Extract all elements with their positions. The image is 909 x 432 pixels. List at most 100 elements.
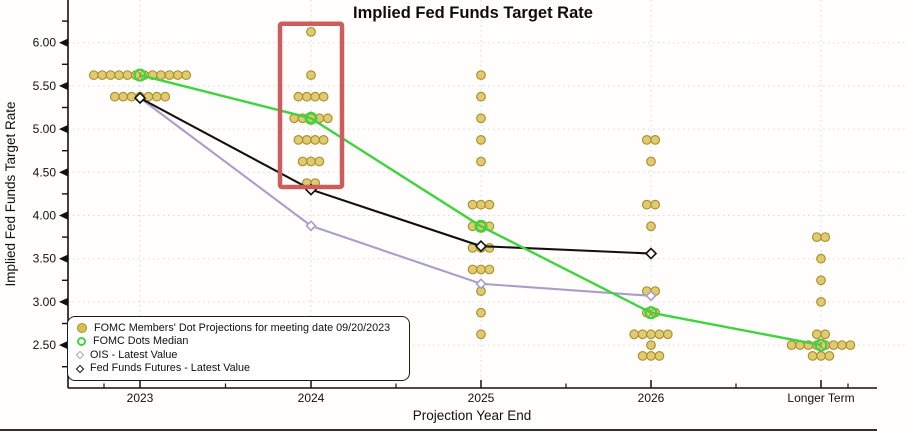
fomc-dot [181, 70, 192, 80]
fomc-dot [646, 340, 656, 351]
y-tick-arrow [59, 340, 68, 350]
legend-item-ois: OIS - Latest Value [75, 349, 400, 361]
fomc-dot [816, 253, 826, 264]
y-tick-arrow [59, 168, 68, 177]
fomc-dot [641, 199, 652, 210]
fomc-dot [811, 232, 822, 243]
fomc-dot [646, 329, 656, 340]
fomc-dot [476, 199, 486, 210]
fomc-dot [306, 70, 316, 80]
fomc-dot-marker-icon [77, 323, 87, 334]
fomc-dot [318, 91, 329, 102]
fomc-dot [820, 329, 831, 340]
futures-diamond-marker [474, 240, 488, 253]
fomc-dot [650, 134, 661, 145]
fomc-dot [484, 199, 495, 210]
fomc-dot [654, 329, 665, 340]
median-ring-marker [814, 338, 828, 352]
fomc-dot [310, 91, 321, 102]
legend-label: FOMC Members' Dot Projections for meetin… [94, 322, 391, 334]
fomc-dot [476, 70, 486, 80]
futures-diamond-marker [644, 247, 658, 260]
series-line-median [139, 73, 822, 347]
fomc-dot [126, 91, 137, 102]
x-tick-label: 2025 [468, 391, 495, 405]
fomc-dot [318, 134, 329, 145]
x-tick-label: 2024 [298, 391, 325, 405]
y-tick-label: 5.50 [33, 79, 57, 93]
fomc-dot [484, 242, 495, 253]
fomc-dot [476, 113, 486, 124]
y-tick-arrow [59, 211, 68, 220]
y-tick-label: 4.50 [33, 165, 57, 179]
fomc-dot [467, 264, 478, 275]
ois-diamond-marker [645, 290, 657, 302]
fomc-dot [109, 91, 120, 102]
legend: FOMC Members' Dot Projections for meetin… [67, 316, 410, 381]
y-axis-label: Implied Fed Funds Target Rate [3, 101, 18, 286]
highlight-rectangle-2024 [277, 21, 345, 190]
x-tick-label: 2023 [127, 391, 154, 405]
fomc-dot [293, 91, 304, 102]
fomc-dot [476, 329, 486, 340]
fomc-dot [172, 70, 183, 80]
median-ring-marker [304, 111, 318, 125]
fomc-dot [484, 264, 495, 275]
series-line-ois [139, 97, 652, 297]
fomc-dot [160, 91, 171, 102]
median-ring-marker [644, 306, 658, 320]
fomc-dot [122, 70, 133, 80]
fomc-dot [306, 26, 316, 37]
fomc-dot [301, 134, 312, 145]
fomc-dot [646, 351, 656, 361]
fomc-dot [301, 91, 312, 102]
fomc-dot [151, 91, 162, 102]
legend-label: FOMC Dots Median [93, 335, 189, 348]
median-ring-marker [474, 219, 488, 233]
y-tick-label: 5.00 [33, 122, 57, 136]
fomc-dot [816, 351, 826, 361]
fomc-dot [467, 199, 478, 210]
fomc-dot [786, 340, 797, 351]
y-tick-label: 3.00 [33, 295, 57, 309]
fomc-dot [646, 221, 656, 232]
y-tick-arrow [59, 81, 68, 91]
fomc-dot [641, 134, 652, 145]
legend-item-dot-projections: FOMC Members' Dot Projections for meetin… [77, 323, 400, 334]
fomc-dot [816, 275, 826, 286]
x-tick-label: Longer Term [787, 391, 854, 405]
fomc-dot [662, 329, 673, 340]
ois-diamond-marker [305, 220, 317, 232]
fomc-dot [88, 70, 99, 80]
ois-diamond-marker-icon [75, 350, 85, 360]
y-tick-arrow [59, 124, 68, 134]
x-axis-label: Projection Year End [413, 408, 532, 423]
fomc-dot [646, 156, 656, 167]
fomc-dot [811, 329, 822, 340]
fomc-dot [297, 156, 308, 167]
fomc-dot [476, 307, 486, 318]
fomc-dot [654, 351, 665, 361]
fomc-dot [650, 199, 661, 210]
y-tick-arrow [59, 254, 68, 263]
fomc-dot [322, 113, 333, 124]
fomc-dot [807, 351, 818, 361]
fomc-dot [637, 329, 648, 340]
series-line-futures [139, 97, 652, 255]
fomc-dot [820, 232, 831, 243]
fomc-dot [476, 156, 486, 167]
y-tick-label: 2.50 [33, 338, 57, 352]
y-tick-label: 4.00 [33, 209, 57, 223]
fomc-dot [306, 156, 316, 167]
fomc-dot [118, 91, 129, 102]
fomc-dot [310, 134, 321, 145]
fomc-dot [97, 70, 108, 80]
futures-diamond-marker [133, 91, 147, 105]
fomc-dot [845, 340, 856, 351]
fomc-dot [164, 70, 175, 80]
y-tick-label: 3.50 [33, 252, 57, 266]
fomc-dot [114, 70, 124, 80]
ois-diamond-marker [475, 278, 487, 290]
